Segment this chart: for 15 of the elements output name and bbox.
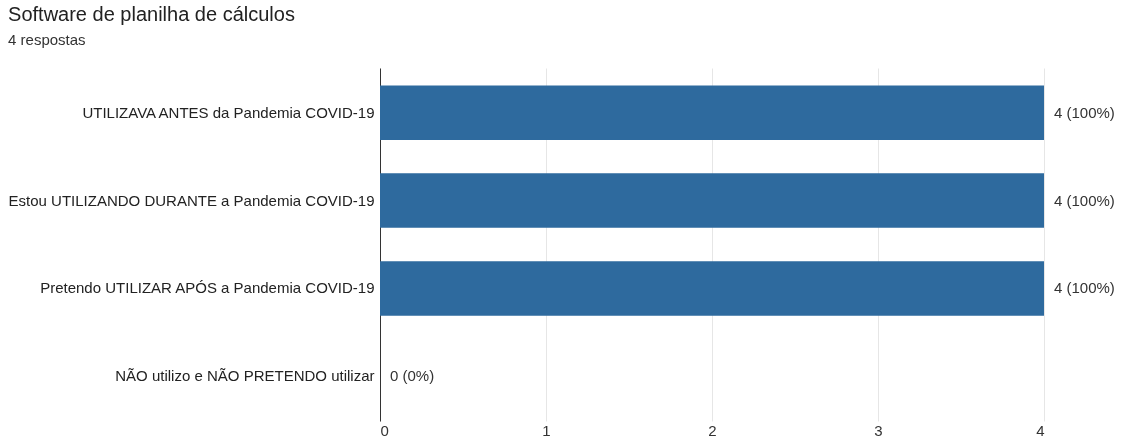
text: Software de planilha de cálculos — [8, 3, 295, 25]
x-tick-label: 2 — [708, 421, 717, 439]
y-tick-label: NÃO utilizo e NÃO PRETENDO utilizar — [115, 367, 375, 385]
y-tick-label: UTILIZAVA ANTES da Pandemia COVID-19 — [82, 103, 375, 121]
text: 4 respostas — [8, 31, 86, 48]
data-label: 4 (100%) — [1054, 103, 1115, 121]
x-tick-label: 0 — [380, 421, 389, 439]
data-label: 4 (100%) — [1054, 279, 1115, 297]
x-tick-label: 4 — [1036, 421, 1045, 439]
data-label: 4 (100%) — [1054, 191, 1115, 209]
x-tick-label: 3 — [874, 421, 883, 439]
y-tick-label: Estou UTILIZANDO DURANTE a Pandemia COVID-19 — [8, 191, 375, 209]
data-label: 0 (0%) — [390, 367, 435, 385]
y-tick-label: Pretendo UTILIZAR APÓS a Pandemia COVID-19 — [40, 279, 375, 297]
x-tick-label: 1 — [542, 421, 551, 439]
